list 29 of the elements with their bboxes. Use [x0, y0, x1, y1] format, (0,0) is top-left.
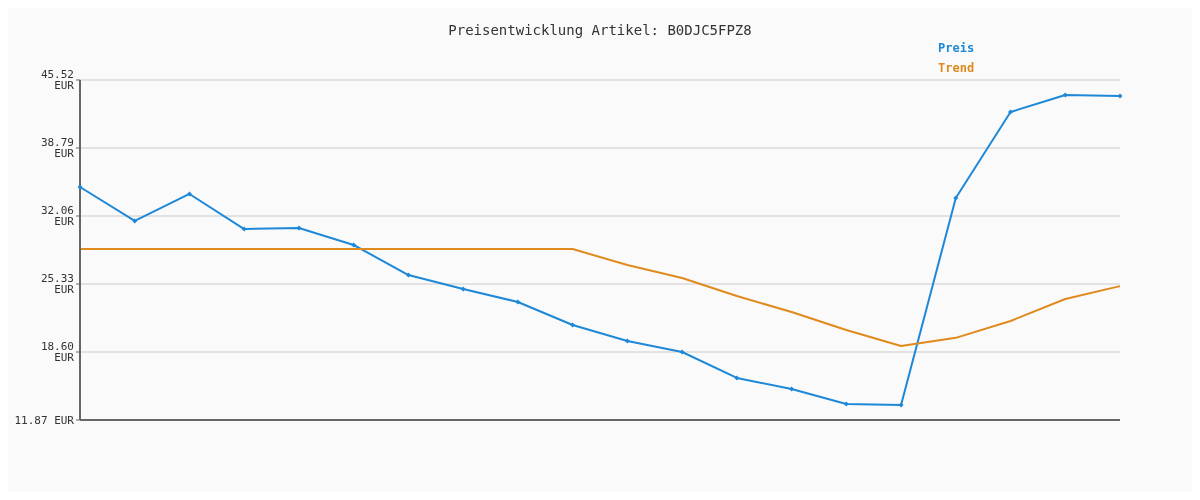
point: [460, 286, 466, 292]
point: [624, 338, 630, 344]
text: Preis: [938, 40, 975, 57]
y-tick-label: 32.06 EUR: [40, 204, 75, 229]
point: [953, 195, 959, 201]
point: [843, 401, 849, 407]
chart-title: Preisentwicklung Artikel: B0DJC5FPZ8: [447, 22, 753, 38]
y-tick-label: 25.33 EUR: [40, 272, 75, 297]
y-tick-label: 38.79 EUR: [40, 136, 75, 161]
text: Trend: [938, 60, 975, 77]
point: [1008, 109, 1014, 115]
y-tick-label: 45.52 EUR: [40, 68, 75, 93]
point: [296, 225, 302, 231]
point: [1117, 93, 1123, 99]
point: [898, 402, 904, 408]
point: [1062, 92, 1068, 98]
y-tick-label: 18.60 EUR: [40, 340, 75, 365]
y-tick-label: 11.87 EUR: [14, 413, 75, 427]
point: [351, 242, 357, 248]
point: [241, 226, 247, 232]
point: [186, 191, 192, 197]
point: [679, 349, 685, 355]
point: [570, 322, 576, 328]
point: [515, 299, 521, 305]
point: [734, 375, 740, 381]
point: [77, 184, 83, 190]
point: [132, 218, 138, 224]
point: [789, 386, 795, 392]
point: [405, 272, 411, 278]
